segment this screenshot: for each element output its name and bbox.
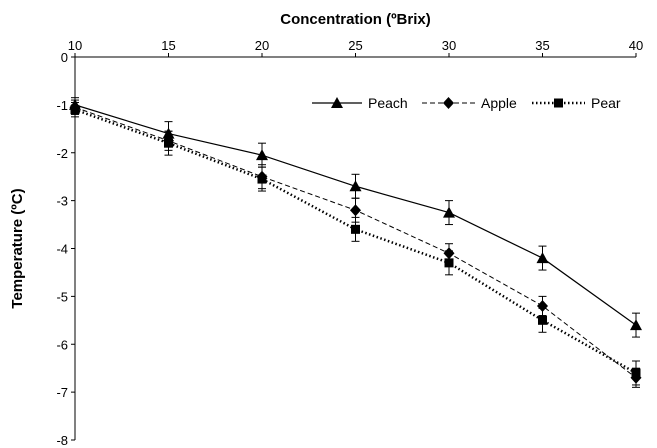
series-line-apple <box>74 106 637 379</box>
legend-label-pear: Pear <box>591 95 621 111</box>
data-point-pear <box>70 105 80 115</box>
y-tick-label: -8 <box>56 433 68 448</box>
legend-marker-peach <box>331 97 343 108</box>
data-point-peach <box>630 319 642 331</box>
legend-item-pear: Pear <box>532 95 621 111</box>
data-point-peach <box>536 252 549 264</box>
y-tick-label: -3 <box>56 194 68 209</box>
x-tick-label: 20 <box>255 38 269 53</box>
x-tick-label: 30 <box>442 38 456 53</box>
data-point-peach <box>349 180 362 192</box>
y-tick-label: -6 <box>56 337 68 352</box>
y-tick-label: -1 <box>56 98 68 113</box>
x-tick-label: 40 <box>629 38 643 53</box>
legend-marker-apple <box>443 97 454 109</box>
series-layer <box>69 97 642 388</box>
data-point-pear <box>631 368 641 378</box>
legend-label-peach: Peach <box>368 95 408 111</box>
data-point-peach <box>443 206 455 218</box>
data-point-pear <box>351 224 360 234</box>
data-point-apple <box>350 204 361 217</box>
data-point-apple <box>537 299 548 312</box>
x-tick-label: 35 <box>535 38 549 53</box>
series-apple <box>69 99 642 388</box>
y-tick-label: 0 <box>61 50 68 65</box>
y-tick-label: -2 <box>56 146 68 161</box>
y-tick-label: -7 <box>56 385 68 400</box>
y-axis-title: Temperature (ºC) <box>9 188 26 308</box>
data-point-pear <box>257 174 267 184</box>
y-tick-label: -5 <box>56 289 68 304</box>
x-tick-label: 15 <box>161 38 175 53</box>
legend-item-apple: Apple <box>422 95 517 111</box>
data-point-pear <box>164 138 173 148</box>
x-tick-label: 25 <box>348 38 362 53</box>
series-pear <box>70 101 641 386</box>
data-point-pear <box>538 315 547 325</box>
legend-marker-pear <box>554 98 563 108</box>
legend: Peach Apple Pear <box>312 95 621 111</box>
data-point-peach <box>256 149 268 161</box>
legend-item-peach: Peach <box>312 95 408 111</box>
legend-label-apple: Apple <box>481 95 517 111</box>
y-tick-label: -4 <box>56 242 68 257</box>
x-axis-title: Concentration (ºBrix) <box>280 11 430 28</box>
data-point-pear <box>444 258 454 268</box>
x-tick-label: 10 <box>68 38 82 53</box>
